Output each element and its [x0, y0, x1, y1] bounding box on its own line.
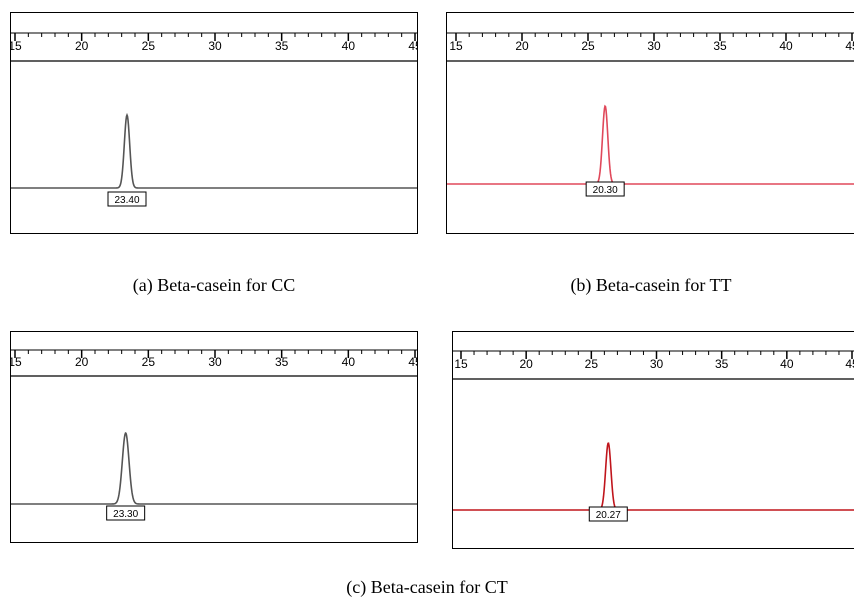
tick-label: 25: [585, 357, 599, 371]
tick-label: 40: [779, 39, 793, 53]
chromatogram-trace: [447, 104, 854, 185]
tick-label: 35: [275, 39, 289, 53]
tick-label: 30: [650, 357, 664, 371]
peak-label: 20.27: [596, 510, 621, 521]
peak-label: 23.40: [114, 195, 139, 206]
peak-label: 23.30: [113, 509, 138, 520]
peak-label: 20.30: [593, 185, 618, 196]
chromatogram-trace: [11, 112, 417, 189]
tick-label: 25: [581, 39, 595, 53]
peak-label-box: [588, 506, 628, 522]
tick-label: 45: [408, 355, 417, 369]
tick-label: 35: [713, 39, 727, 53]
peak-label-box: [106, 505, 146, 521]
tick-label: 45: [408, 39, 417, 53]
chromatogram-plot-b: 15 20 25 30 35 40 45 20.30: [447, 32, 854, 197]
tick-label: 40: [342, 39, 356, 53]
tick-label: 45: [845, 357, 854, 371]
chromatogram-plot-a: 15 20 25 30 35 40 45 23.40: [11, 32, 417, 207]
tick-label: 15: [449, 39, 463, 53]
chromatogram-plot-c1: 15 20 25 30 35 40 45 23.30: [11, 349, 417, 521]
caption-c: (c) Beta-casein for CT: [346, 577, 508, 597]
tick-label: 20: [515, 39, 529, 53]
tick-label: 35: [275, 355, 289, 369]
chromatogram-panel-c1: 15 20 25 30 35 40 45 23.30: [10, 331, 418, 543]
tick-label: 30: [208, 39, 222, 53]
chromatogram-trace: [453, 442, 854, 511]
chromatogram-panel-c2: 15 20 25 30 35 40 45 20.27: [452, 331, 854, 549]
tick-label: 30: [647, 39, 661, 53]
chromatogram-plot-c2: 15 20 25 30 35 40 45 20.27: [453, 350, 854, 522]
chromatogram-panel-b: 15 20 25 30 35 40 45 20.30: [446, 12, 854, 234]
peak-label-box: [585, 181, 625, 197]
tick-label: 40: [780, 357, 794, 371]
tick-label: 15: [11, 355, 22, 369]
tick-label: 20: [75, 355, 89, 369]
chromatogram-panel-a: 15 20 25 30 35 40 45 23.40: [10, 12, 418, 234]
tick-label: 25: [142, 39, 156, 53]
caption-a: (a) Beta-casein for CC: [132, 275, 296, 295]
tick-label: 15: [454, 357, 468, 371]
tick-label: 15: [11, 39, 22, 53]
tick-label: 35: [715, 357, 729, 371]
caption-b: (b) Beta-casein for TT: [570, 275, 732, 295]
tick-label: 25: [142, 355, 156, 369]
tick-label: 20: [519, 357, 533, 371]
tick-label: 30: [208, 355, 222, 369]
tick-label: 40: [342, 355, 356, 369]
tick-label: 45: [845, 39, 854, 53]
peak-label-box: [107, 191, 147, 207]
tick-label: 20: [75, 39, 89, 53]
chromatogram-trace: [11, 431, 417, 505]
